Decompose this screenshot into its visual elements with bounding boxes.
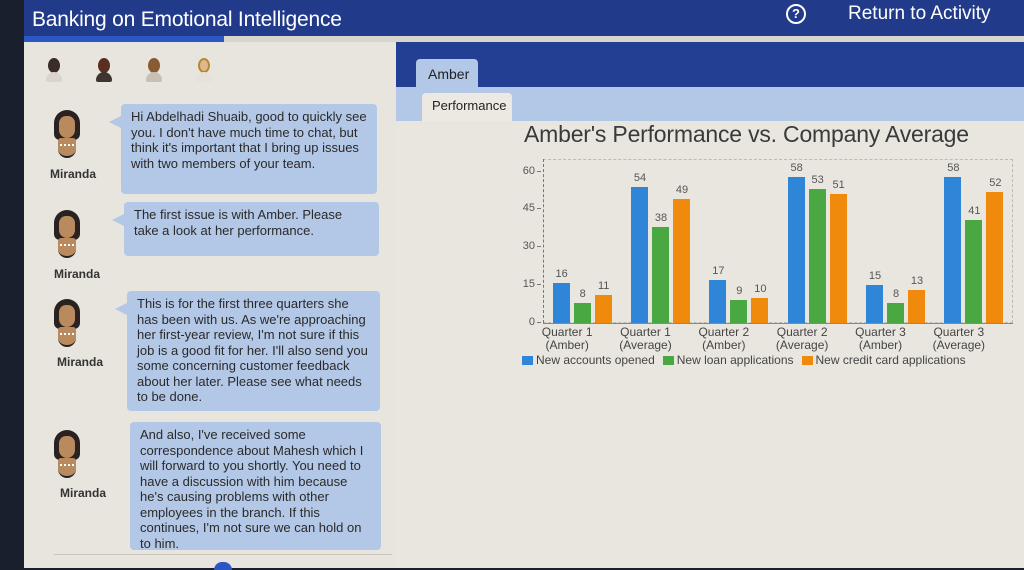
bar	[709, 280, 727, 323]
y-tick-label: 15	[515, 278, 541, 290]
x-tick-label: Quarter 3 (Average)	[932, 325, 986, 352]
continue-button[interactable]	[214, 562, 232, 570]
x-tick-label: Quarter 1 (Average)	[619, 325, 672, 352]
bar-value-label: 9	[736, 285, 743, 298]
speaker-name: Miranda	[57, 355, 104, 369]
person-tabs: Amber	[396, 42, 1024, 89]
progress-fill	[24, 36, 224, 42]
character-3-avatar[interactable]	[136, 56, 186, 86]
progress-bar	[24, 36, 1024, 42]
legend-swatch	[801, 355, 813, 365]
legend-swatch	[662, 355, 674, 365]
bar	[908, 290, 925, 323]
bar-value-label: 16	[555, 267, 568, 280]
bar	[866, 285, 883, 323]
top-header: Banking on Emotional Intelligence ? Retu…	[24, 0, 1024, 38]
x-axis	[543, 323, 1013, 324]
legend-item: New credit card applications	[801, 353, 966, 367]
miranda-avatar-icon	[52, 430, 82, 486]
legend-swatch	[522, 355, 533, 365]
bar	[594, 295, 612, 323]
speaker-name: Miranda	[50, 167, 97, 181]
return-to-activity-button[interactable]: Return to Activity	[848, 3, 991, 24]
bar	[652, 227, 669, 323]
character-4-avatar[interactable]	[186, 56, 236, 86]
y-tick-label: 0	[515, 316, 541, 328]
bar	[573, 302, 591, 323]
legend-item: New loan applications	[662, 353, 794, 367]
question-circle-icon[interactable]: ?	[786, 4, 806, 24]
legend-label: New credit card applications	[815, 353, 966, 367]
tab-amber[interactable]: Amber	[416, 59, 478, 89]
bar	[631, 186, 648, 323]
message-bubble: And also, I've received some corresponde…	[130, 422, 381, 550]
speaker-name: Miranda	[54, 267, 101, 281]
miranda-avatar-icon	[52, 110, 82, 166]
y-axis	[543, 159, 544, 323]
bar	[808, 189, 826, 323]
bar-value-label: 49	[675, 184, 689, 197]
bar-value-label: 54	[633, 171, 647, 184]
speaker-name: Miranda	[60, 486, 107, 500]
bar-value-label: 58	[947, 161, 960, 174]
chat-panel: Miranda Hi Abdelhadi Shuaib, good to qui…	[24, 42, 394, 570]
bar-value-label: 38	[654, 212, 668, 225]
bar	[944, 176, 962, 323]
bar-value-label: 52	[989, 176, 1002, 189]
x-tick-label: Quarter 1 (Amber)	[541, 325, 593, 352]
message-bubble: Hi Abdelhadi Shuaib, good to quickly see…	[109, 104, 377, 194]
bar-value-label: 8	[579, 287, 586, 300]
y-tick-label: 30	[515, 240, 541, 252]
legend-item: New accounts opened	[522, 353, 655, 367]
bar	[986, 191, 1004, 323]
miranda-avatar-icon	[52, 210, 82, 266]
y-tick-label: 60	[515, 165, 541, 177]
bar-value-label: 41	[968, 204, 981, 217]
x-tick-label: Quarter 3 (Amber)	[855, 325, 906, 352]
message-bubble: The first issue is with Amber. Please ta…	[112, 202, 379, 256]
legend-label: New loan applications	[676, 353, 794, 367]
chat-divider	[54, 554, 392, 555]
bar-value-label: 53	[811, 174, 824, 187]
bar-value-label: 8	[892, 287, 900, 300]
chart-title: Amber's Performance vs. Company Average	[524, 121, 969, 147]
message-bubble: This is for the first three quarters she…	[115, 291, 380, 411]
tab-performance[interactable]: Performance	[422, 93, 512, 123]
y-tick-label: 45	[515, 202, 541, 214]
x-tick-label: Quarter 2 (Amber)	[698, 325, 750, 352]
character-2-avatar[interactable]	[86, 56, 136, 86]
bar-value-label: 15	[868, 270, 882, 283]
x-tick-label: Quarter 2 (Average)	[775, 325, 829, 352]
bar	[751, 297, 769, 323]
bar-value-label: 13	[910, 275, 924, 288]
bar	[787, 176, 805, 323]
section-tabs: Performance	[396, 87, 1024, 123]
app-screen: Banking on Emotional Intelligence ? Retu…	[24, 0, 1024, 570]
bar	[887, 302, 904, 323]
miranda-avatar[interactable]	[36, 56, 86, 86]
bar	[730, 300, 748, 323]
bar-value-label: 58	[790, 161, 803, 174]
app-title: Banking on Emotional Intelligence	[32, 8, 342, 31]
character-avatar-strip	[36, 56, 236, 86]
miranda-avatar-icon	[52, 299, 82, 355]
bar	[552, 282, 570, 323]
chart-area: Amber's Performance vs. Company Average …	[396, 121, 1024, 568]
bar-value-label: 17	[712, 265, 725, 278]
bar	[829, 194, 847, 323]
bar	[965, 219, 983, 323]
document-panel: Amber Performance Amber's Performance vs…	[396, 42, 1024, 568]
bar-value-label: 10	[754, 282, 767, 295]
chart-legend: New accounts opened New loan applications…	[522, 353, 966, 367]
plot-area	[543, 159, 1013, 323]
bar-value-label: 11	[597, 280, 610, 293]
bar-value-label: 51	[832, 179, 845, 192]
bar	[673, 199, 690, 323]
legend-label: New accounts opened	[536, 353, 655, 367]
